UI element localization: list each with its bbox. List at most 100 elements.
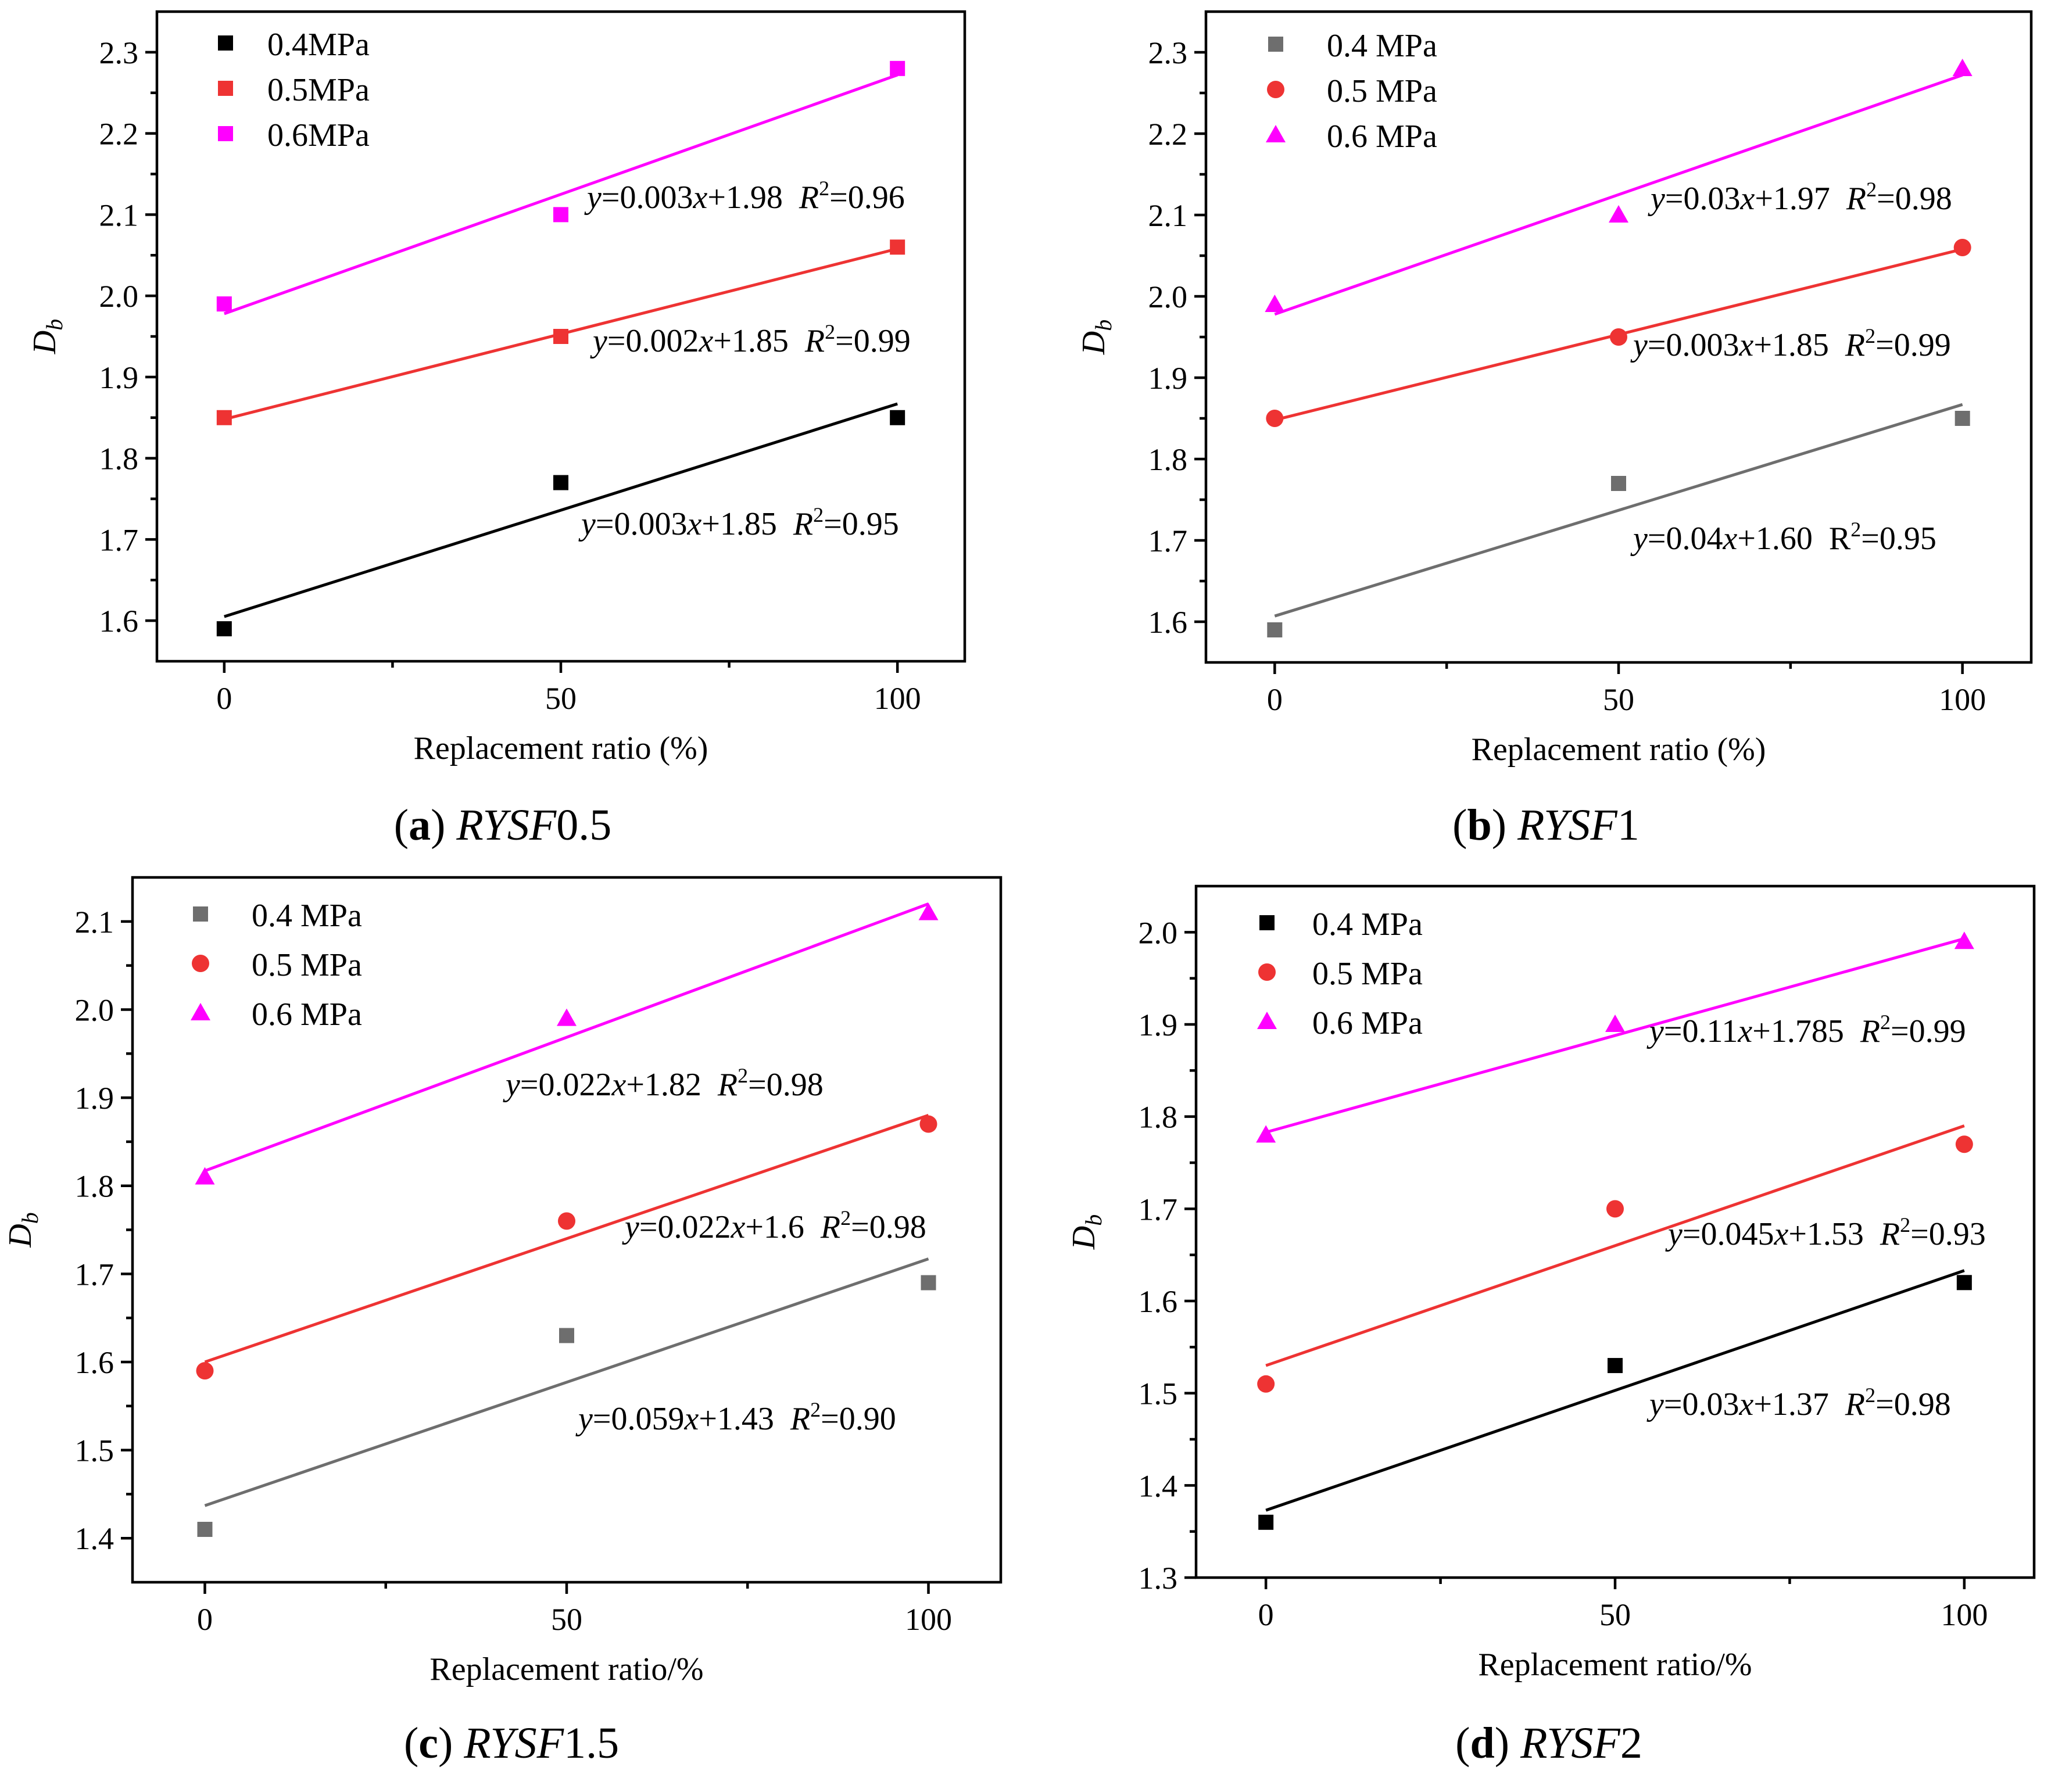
eq-y: y [575, 1401, 593, 1437]
y-axis-title-sub: b [41, 319, 67, 331]
eq-r-sup: 2 [1880, 1010, 1891, 1034]
x-axis-title: Replacement ratio/% [429, 1651, 703, 1687]
fit-line [1274, 73, 1963, 316]
y-tick-label: 2.0 [75, 992, 114, 1027]
eq-x: x [1737, 1013, 1752, 1049]
legend-marker [1257, 1012, 1277, 1029]
x-tick-label: 50 [1603, 682, 1634, 717]
eq-r-sup: 2 [1865, 1384, 1875, 1407]
x-tick-label: 100 [874, 681, 921, 716]
data-point [890, 60, 905, 76]
eq-r-sup: 2 [819, 177, 829, 200]
caption-letter: c [418, 1719, 438, 1768]
y-tick-label: 1.6 [1139, 1284, 1178, 1319]
series-2 [195, 902, 939, 1185]
eq-slope: =0.022 [639, 1209, 731, 1245]
y-axis-title-main: D [27, 331, 63, 354]
eq-r-value: =0.90 [821, 1401, 896, 1437]
legend-marker [218, 126, 233, 141]
y-tick-label: 2.1 [1148, 198, 1188, 233]
data-point [890, 410, 905, 425]
eq-intercept: +1.85 [713, 323, 805, 359]
equation-label: y=0.003x+1.85 R2=0.95 [578, 503, 899, 542]
eq-intercept: +1.97 [1755, 181, 1846, 217]
eq-r-sup: 2 [813, 503, 824, 526]
eq-slope: =0.022 [520, 1067, 612, 1103]
data-point [196, 1362, 214, 1380]
y-axis-title-sub: b [1080, 1214, 1107, 1226]
data-point [1608, 1358, 1623, 1374]
eq-r-value: =0.93 [1910, 1216, 1986, 1252]
data-point [1610, 328, 1627, 346]
equation-label: y=0.022x+1.6 R2=0.98 [622, 1206, 926, 1245]
y-tick-label: 2.0 [99, 279, 139, 314]
data-point [553, 207, 568, 223]
caption-prefix: RY [1517, 801, 1573, 850]
series-0 [1258, 1269, 1972, 1530]
caption-suffix: 0.5 [556, 801, 611, 850]
eq-y: y [1665, 1216, 1683, 1252]
equation-label: y=0.03x+1.37 R2=0.98 [1646, 1384, 1951, 1422]
x-tick-label: 100 [905, 1602, 952, 1637]
eq-x: x [692, 180, 707, 216]
caption-prefix: RY [463, 1719, 519, 1768]
y-tick-label: 1.6 [75, 1345, 114, 1380]
fit-line [1274, 403, 1963, 618]
eq-r: R [804, 323, 825, 359]
panel-caption: (d) RYSF2 [1455, 1719, 1642, 1768]
eq-r: R [793, 506, 813, 542]
eq-x: x [1738, 1386, 1753, 1422]
chart-panel-b: 0 50 100 1.6 1.7 1.8 1.9 2.0 2.1 2.2 2.3 Replacemen… [1076, 10, 2033, 850]
eq-slope: =0.03 [1665, 181, 1741, 217]
eq-r-value: =0.99 [835, 323, 911, 359]
data-point [1956, 1275, 1972, 1291]
x-tick-label: 100 [1939, 682, 1986, 717]
data-point [1953, 239, 1971, 256]
eq-x: x [683, 1401, 699, 1437]
data-point [1257, 1375, 1275, 1393]
y-axis-title: Db [27, 319, 67, 354]
eq-y: y [1648, 181, 1665, 217]
caption-paren-open: ( [404, 1719, 418, 1768]
y-axis-title-main: D [1076, 331, 1112, 355]
equation-label: y=0.03x+1.97 R2=0.98 [1648, 178, 1952, 217]
data-point [1266, 410, 1284, 427]
eq-y: y [1646, 1386, 1664, 1422]
data-point [1611, 476, 1626, 491]
y-tick-label: 2.3 [99, 35, 139, 70]
eq-r-sup: 2 [810, 1398, 821, 1421]
series-1 [216, 239, 905, 425]
chart-panel-c: 0 50 100 1.4 1.5 1.6 1.7 1.8 1.9 2.0 2.1 Replacemen… [2, 876, 1003, 1768]
x-tick-label: 0 [216, 681, 232, 716]
legend-marker [1258, 963, 1276, 981]
fit-line [204, 1257, 929, 1507]
eq-r: R [1845, 1386, 1865, 1422]
equation-label: y=0.059x+1.43 R2=0.90 [575, 1398, 896, 1437]
x-tick-label: 0 [197, 1602, 213, 1637]
y-tick-label: 1.9 [75, 1081, 114, 1116]
data-point [919, 1115, 937, 1133]
y-axis-title-sub: b [17, 1212, 43, 1224]
legend-label: 0.6 MPa [1312, 1005, 1423, 1041]
equation-label: y=0.003x+1.85 R2=0.99 [1630, 324, 1951, 363]
series-0 [197, 1257, 936, 1537]
eq-r-value: =0.98 [1875, 1386, 1951, 1422]
legend-label: 0.6 MPa [252, 997, 362, 1033]
y-axis-title-main: D [2, 1224, 38, 1248]
eq-r-sup: 2 [1900, 1213, 1910, 1237]
eq-r: R [799, 180, 819, 216]
fit-line [204, 1114, 929, 1364]
eq-r-sup: 2 [1865, 324, 1875, 347]
legend-marker [1268, 37, 1283, 52]
eq-x: x [1738, 327, 1753, 363]
data-point [1606, 1200, 1624, 1218]
data-point [890, 239, 905, 255]
caption-prefix: RY [1520, 1719, 1576, 1768]
caption-paren-close: ) [431, 801, 456, 850]
y-tick-label: 1.8 [1148, 442, 1188, 477]
y-axis-title-main: D [1066, 1226, 1102, 1250]
eq-r-value: =0.98 [1877, 181, 1952, 217]
eq-intercept: +1.85 [701, 506, 793, 542]
y-tick-label: 1.7 [1148, 524, 1188, 558]
